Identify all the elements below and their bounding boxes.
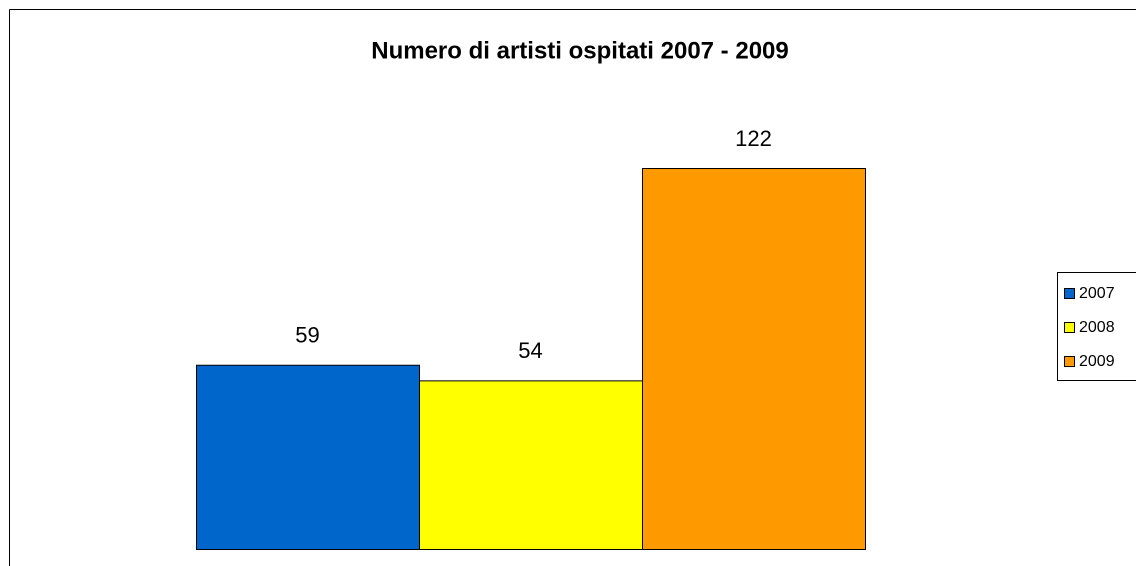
legend-label: 2009: [1079, 353, 1115, 370]
legend-label: 2007: [1079, 285, 1115, 302]
data-label: 54: [518, 338, 542, 363]
data-label: 59: [295, 323, 319, 348]
bar: [196, 364, 420, 551]
legend-swatch: [1064, 322, 1075, 333]
legend-swatch: [1064, 288, 1075, 299]
legend-label: 2008: [1079, 319, 1115, 336]
bar: [419, 380, 643, 550]
legend-swatch: [1064, 356, 1075, 367]
chart-title: Numero di artisti ospitati 2007 - 2009: [371, 37, 788, 64]
bar: [642, 168, 866, 550]
data-label: 122: [735, 126, 772, 151]
